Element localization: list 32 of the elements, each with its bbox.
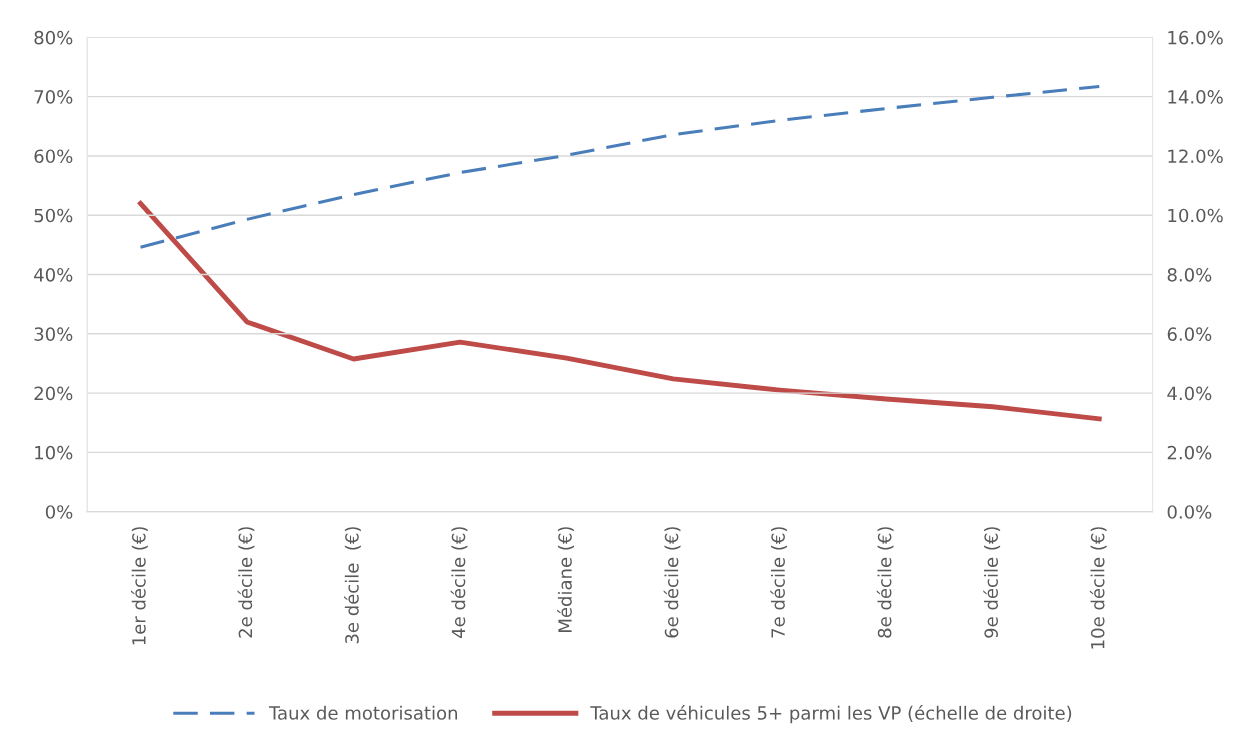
y-tick-label: 20% [34, 386, 73, 401]
legend-label: Taux de véhicules 5+ parmi les VP (échelle de droite) [590, 705, 1072, 724]
x-tick-label: 6e décile (€) [663, 527, 681, 638]
x-tick-label: 2e décile (€) [237, 527, 255, 638]
y-tick-label: 30% [34, 327, 73, 341]
y2-tick-label: 2.0% [1167, 445, 1212, 460]
y2-tick-label: 6.0% [1167, 327, 1212, 341]
y2-tick-label: 10.0% [1168, 208, 1223, 223]
y-tick-label: 0% [45, 505, 73, 519]
y2-tick-label: 14.0% [1168, 90, 1223, 104]
y-tick-label: 80% [34, 30, 73, 45]
x-tick-label: 8e décile (€) [876, 527, 894, 638]
x-tick-label: 3e décile (€) [344, 527, 361, 644]
y-tick-label: 10% [35, 445, 73, 460]
x-tick-label: 9e décile (€) [983, 527, 1001, 638]
line-series [138, 85, 1101, 249]
y-tick-label: 60% [34, 149, 73, 164]
x-tick-label: Médiane (€) [557, 527, 574, 632]
y-tick-label: 40% [34, 267, 73, 282]
legend-label: Taux de motorisation [268, 705, 457, 720]
x-tick-label: 1er décile (€) [131, 527, 148, 645]
y-tick-label: 70% [34, 90, 73, 104]
y2-tick-label: 0.0% [1167, 505, 1212, 519]
y2-tick-label: 8.0% [1167, 267, 1212, 282]
y2-tick-label: 4.0% [1167, 386, 1212, 401]
x-tick-label: 7e décile (€) [770, 527, 788, 638]
y-tick-label: 50% [34, 208, 73, 223]
line-series [138, 200, 1102, 422]
x-tick-label: 10e décile (€) [1089, 527, 1107, 649]
y2-tick-label: 16.0% [1168, 30, 1223, 45]
y2-tick-label: 12.0% [1168, 149, 1223, 164]
x-tick-label: 4e décile (€) [450, 527, 468, 638]
